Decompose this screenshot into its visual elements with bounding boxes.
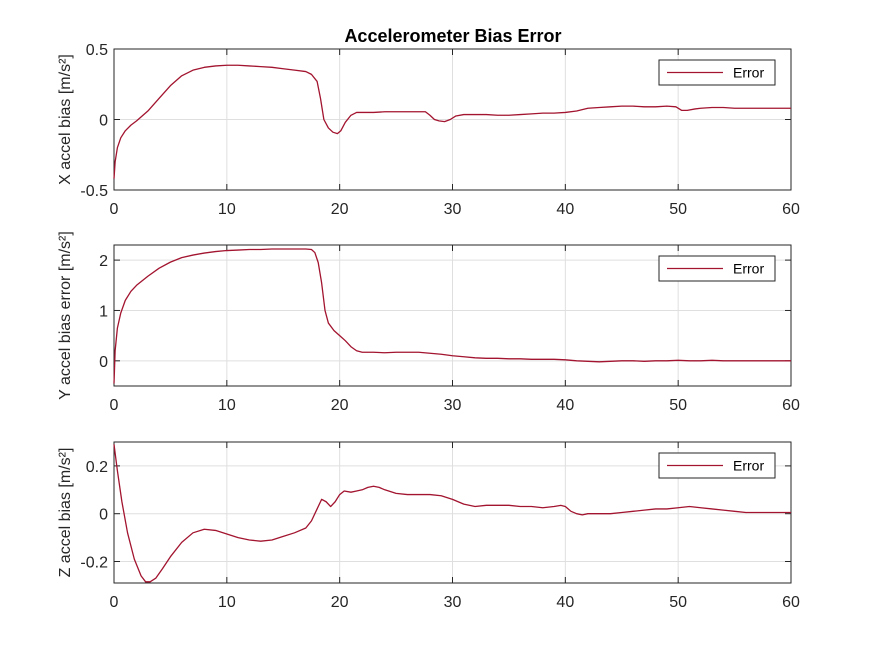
series-line-error [113, 444, 791, 583]
axes-container: 0 10 20 30 40 50 60-0.500.5X accel bias [m/s²]… [57, 42, 800, 611]
figure-title: Accelerometer Bias Error [344, 26, 561, 46]
y-tick-label: 0.5 [86, 42, 108, 59]
subplot-2: 0 10 20 30 40 50 60 0 1 2 Y accel bias error [m/s²… [57, 231, 800, 414]
x-tick-label: 10 [218, 594, 236, 611]
x-tick-label: 0 [110, 201, 119, 218]
x-tick-label: 50 [669, 201, 687, 218]
x-tick-label: 40 [556, 397, 574, 414]
x-tick-label: 10 [218, 201, 236, 218]
y-tick-label: -0.5 [80, 183, 108, 200]
x-tick-label: 60 [782, 201, 800, 218]
x-tick-label: 0 [110, 594, 119, 611]
y-tick-label: 1 [99, 303, 108, 320]
legend: Error [658, 255, 776, 282]
legend-label: Error [733, 458, 764, 474]
y-tick-label: 0 [99, 507, 108, 524]
legend: Error [658, 59, 776, 86]
x-tick-label: 60 [782, 594, 800, 611]
legend: Error [658, 452, 776, 479]
x-tick-label: 30 [444, 594, 462, 611]
x-tick-label: 40 [556, 594, 574, 611]
legend-label: Error [733, 65, 764, 81]
x-tick-label: 50 [669, 397, 687, 414]
series-line-error [113, 248, 791, 384]
y-axis-label: Y accel bias error [m/s²] [57, 231, 74, 400]
series-line-error [113, 64, 791, 179]
x-tick-label: 20 [331, 201, 349, 218]
y-tick-label: 0.2 [86, 459, 108, 476]
y-tick-label: 2 [99, 253, 108, 270]
x-tick-label: 20 [331, 397, 349, 414]
x-tick-label: 30 [444, 397, 462, 414]
y-tick-label: -0.2 [80, 554, 108, 571]
y-tick-label: 0 [99, 354, 108, 371]
y-axis-label: X accel bias [m/s²] [57, 54, 74, 185]
subplot-3: 0 10 20 30 40 50 60 -0.2 0 0.2 Z accel bias [m/s²]… [57, 441, 800, 611]
x-tick-label: 20 [331, 594, 349, 611]
x-tick-label: 10 [218, 397, 236, 414]
subplot-1: 0 10 20 30 40 50 60-0.500.5X accel bias [m/s²]… [57, 42, 800, 218]
x-tick-label: 30 [444, 201, 462, 218]
y-tick-label: 0 [99, 113, 108, 130]
x-tick-label: 0 [110, 397, 119, 414]
y-axis-label: Z accel bias [m/s²] [57, 448, 74, 578]
legend-label: Error [733, 261, 764, 277]
x-tick-label: 40 [556, 201, 574, 218]
x-tick-label: 60 [782, 397, 800, 414]
x-tick-label: 50 [669, 594, 687, 611]
